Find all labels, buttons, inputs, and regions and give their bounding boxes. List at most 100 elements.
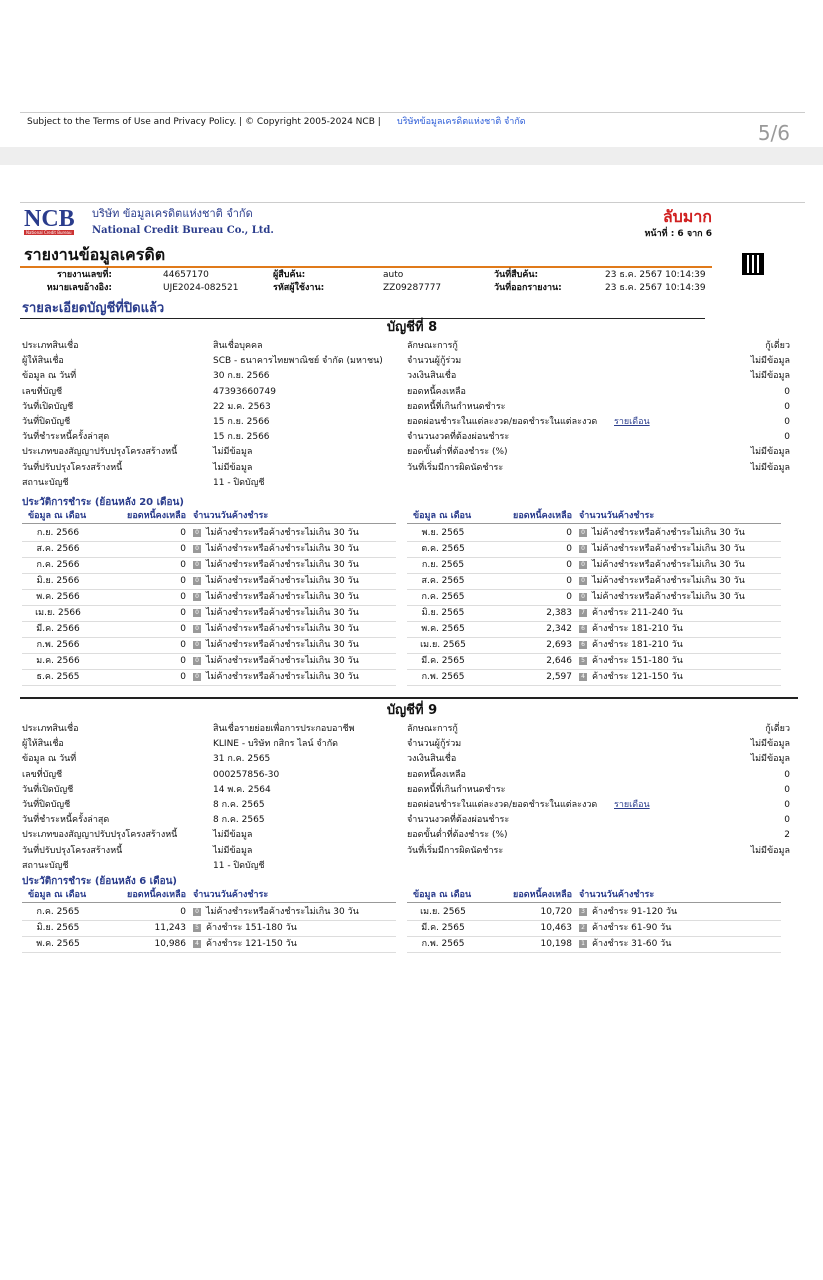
history-balance: 0 bbox=[180, 560, 186, 570]
history-balance: 0 bbox=[180, 528, 186, 538]
logo: NCB bbox=[24, 206, 75, 232]
field-value: ไม่มีข้อมูล bbox=[213, 447, 253, 458]
field-label: ยอดหนี้ที่เกินกำหนดชำระ bbox=[407, 784, 506, 795]
field-value: ไม่มีข้อมูล bbox=[750, 356, 790, 367]
status-text: ไม่ค้างชำระหรือค้างชำระไม่เกิน 30 วัน bbox=[206, 560, 359, 570]
status-text: ไม่ค้างชำระหรือค้างชำระไม่เกิน 30 วัน bbox=[592, 544, 745, 554]
history-row-rule bbox=[407, 589, 781, 590]
logo-sub: National Credit Bureau bbox=[24, 230, 74, 235]
history-header: จำนวนวันค้างชำระ bbox=[579, 890, 655, 900]
status-text: ค้างชำระ 181-210 วัน bbox=[592, 624, 683, 634]
field-label: วันที่ปรับปรุงโครงสร้างหนี้ bbox=[22, 462, 123, 473]
field-label: ผู้ให้สินเชื่อ bbox=[22, 356, 64, 367]
status-code: 0 bbox=[579, 577, 587, 585]
field-label: ประเภทสินเชื่อ bbox=[22, 724, 79, 734]
history-row-rule bbox=[22, 669, 396, 670]
field-label: วันที่เริ่มมีการผิดนัดชำระ bbox=[407, 845, 504, 856]
history-balance: 2,342 bbox=[546, 624, 572, 634]
field-label: ยอดหนี้ที่เกินกำหนดชำระ bbox=[407, 401, 506, 412]
info-label: วันที่ออกรายงาน: bbox=[494, 283, 562, 293]
status-text: ไม่ค้างชำระหรือค้างชำระไม่เกิน 30 วัน bbox=[206, 608, 359, 618]
field-value: KLINE - บริษัท กสิกร ไลน์ จำกัด bbox=[213, 739, 338, 750]
history-row-rule bbox=[407, 920, 781, 921]
history-balance: 10,720 bbox=[540, 907, 573, 917]
status-text: ค้างชำระ 151-180 วัน bbox=[592, 656, 683, 666]
field-label: สถานะบัญชี bbox=[22, 477, 69, 488]
status-text: ไม่ค้างชำระหรือค้างชำระไม่เกิน 30 วัน bbox=[206, 592, 359, 602]
history-balance: 11,243 bbox=[154, 923, 187, 933]
history-month: ก.พ. 2565 bbox=[421, 939, 465, 949]
history-header: จำนวนวันค้างชำระ bbox=[193, 511, 269, 521]
status-code: 0 bbox=[193, 561, 201, 569]
history-month: มิ.ย. 2565 bbox=[421, 608, 465, 618]
history-balance: 0 bbox=[566, 544, 572, 554]
field-value: 31 ก.ค. 2565 bbox=[213, 754, 271, 765]
history-row-rule bbox=[407, 621, 781, 622]
history-balance: 2,693 bbox=[546, 640, 572, 650]
history-row-rule bbox=[407, 952, 781, 953]
history-title: ประวัติการชำระ (ย้อนหลัง 6 เดือน) bbox=[22, 876, 177, 887]
history-balance: 10,463 bbox=[540, 923, 573, 933]
history-row-rule bbox=[407, 936, 781, 937]
history-balance: 0 bbox=[180, 656, 186, 666]
status-code: 5 bbox=[193, 924, 201, 932]
field-label: เลขที่บัญชี bbox=[22, 769, 63, 780]
field-label: สถานะบัญชี bbox=[22, 860, 69, 871]
history-balance: 0 bbox=[180, 544, 186, 554]
history-header-rule bbox=[407, 523, 781, 524]
history-header: ข้อมูล ณ เดือน bbox=[28, 890, 87, 900]
history-month: พ.ค. 2565 bbox=[421, 624, 465, 634]
history-title: ประวัติการชำระ (ย้อนหลัง 20 เดือน) bbox=[22, 497, 184, 508]
field-value: 15 ก.ย. 2566 bbox=[213, 417, 270, 427]
status-text: ไม่ค้างชำระหรือค้างชำระไม่เกิน 30 วัน bbox=[206, 528, 359, 538]
history-row-rule bbox=[407, 557, 781, 558]
account-title: บัญชีที่ 8 bbox=[386, 320, 438, 335]
field-value: 0 bbox=[784, 769, 790, 780]
field-label: เลขที่บัญชี bbox=[22, 386, 63, 397]
history-row-rule bbox=[22, 605, 396, 606]
status-text: ไม่ค้างชำระหรือค้างชำระไม่เกิน 30 วัน bbox=[206, 907, 359, 917]
history-row-rule bbox=[407, 637, 781, 638]
field-value: 0 bbox=[784, 386, 790, 397]
field-value: 0 bbox=[784, 784, 790, 795]
field-note: รายเดือน bbox=[614, 800, 650, 810]
field-label: ยอดผ่อนชำระในแต่ละงวด/ยอดชำระในแต่ละงวด bbox=[407, 800, 598, 810]
history-month: ก.พ. 2565 bbox=[421, 672, 465, 682]
history-month: ส.ค. 2565 bbox=[421, 576, 465, 586]
status-code: 0 bbox=[579, 545, 587, 553]
history-balance: 0 bbox=[180, 672, 186, 682]
page-gap bbox=[0, 147, 823, 165]
history-header: ยอดหนี้คงเหลือ bbox=[127, 511, 186, 521]
status-code: 0 bbox=[193, 529, 201, 537]
field-value: 14 พ.ค. 2564 bbox=[213, 784, 271, 795]
status-text: ค้างชำระ 181-210 วัน bbox=[592, 640, 683, 650]
field-label: วันที่เริ่มมีการผิดนัดชำระ bbox=[407, 462, 504, 473]
field-label: จำนวนงวดที่ต้องผ่อนชำระ bbox=[407, 432, 510, 443]
field-value: 30 ก.ย. 2566 bbox=[213, 371, 270, 382]
field-value: ไม่มีข้อมูล bbox=[213, 462, 253, 473]
field-label: วันที่เปิดบัญชี bbox=[22, 401, 74, 412]
top-border bbox=[20, 202, 805, 203]
field-value: 000257856-30 bbox=[213, 769, 280, 780]
field-label: ประเภทสินเชื่อ bbox=[22, 341, 79, 351]
top-rule bbox=[20, 112, 805, 113]
history-row-rule bbox=[22, 557, 396, 558]
field-value: 8 ก.ค. 2565 bbox=[213, 815, 265, 826]
info-value: 44657170 bbox=[163, 270, 209, 280]
status-code: 0 bbox=[579, 529, 587, 537]
history-month: พ.ค. 2565 bbox=[36, 939, 80, 949]
report-title: รายงานข้อมูลเครดิต bbox=[24, 245, 166, 264]
field-value: 0 bbox=[784, 432, 790, 443]
status-text: ค้างชำระ 31-60 วัน bbox=[592, 939, 672, 949]
info-label: รายงานเลขที่: bbox=[56, 270, 112, 280]
field-value: 22 ม.ค. 2563 bbox=[213, 401, 271, 412]
history-balance: 0 bbox=[180, 907, 186, 917]
status-text: ไม่ค้างชำระหรือค้างชำระไม่เกิน 30 วัน bbox=[206, 544, 359, 554]
history-month: เม.ย. 2565 bbox=[420, 640, 466, 650]
history-month: ก.ย. 2565 bbox=[421, 560, 465, 570]
company-en: National Credit Bureau Co., Ltd. bbox=[92, 225, 274, 236]
history-row-rule bbox=[22, 589, 396, 590]
info-value: 23 ธ.ค. 2567 10:14:39 bbox=[605, 270, 706, 280]
field-label: วันที่ชำระหนี้ครั้งล่าสุด bbox=[22, 432, 110, 443]
